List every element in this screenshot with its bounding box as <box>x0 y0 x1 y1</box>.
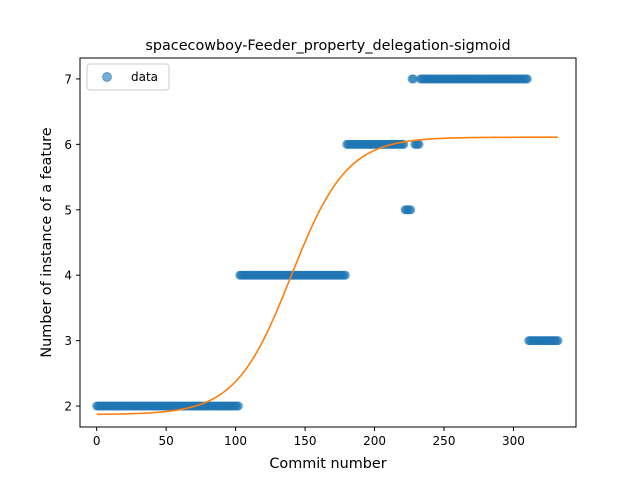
axes-frame <box>79 57 577 428</box>
x-tick-label: 300 <box>502 434 525 448</box>
x-tick-label: 100 <box>224 434 247 448</box>
data-point <box>406 205 416 215</box>
y-tick-label: 3 <box>64 334 72 348</box>
data-point <box>233 401 243 411</box>
x-tick-label: 0 <box>93 434 101 448</box>
data-point <box>553 336 563 346</box>
x-tick-label: 150 <box>294 434 317 448</box>
y-tick-label: 4 <box>64 269 72 283</box>
legend-label-data: data <box>131 70 158 84</box>
data-point <box>522 74 532 84</box>
legend-marker <box>102 72 112 82</box>
data-point <box>414 139 424 149</box>
legend: data <box>86 63 170 91</box>
chart-title: spacecowboy-Feeder_property_delegation-s… <box>145 38 510 54</box>
y-axis-ticks: 2 3 4 5 6 7 <box>64 72 80 414</box>
sigmoid-fit-line <box>96 136 558 416</box>
data-point <box>340 270 350 280</box>
y-tick-label: 2 <box>64 400 72 414</box>
data-layer <box>92 74 563 411</box>
fit-layer <box>96 136 558 416</box>
x-tick-label: 200 <box>363 434 386 448</box>
x-axis-label: Commit number <box>269 456 386 472</box>
x-tick-label: 50 <box>158 434 173 448</box>
plot-area <box>79 57 577 428</box>
x-axis-ticks: 0 50 100 150 200 250 300 <box>93 427 525 448</box>
y-tick-label: 6 <box>64 138 72 152</box>
x-tick-label: 250 <box>433 434 456 448</box>
legend-box <box>86 63 170 91</box>
y-tick-label: 5 <box>64 203 72 217</box>
y-axis-label: Number of instance of a feature <box>39 127 55 357</box>
y-tick-label: 7 <box>64 72 72 86</box>
